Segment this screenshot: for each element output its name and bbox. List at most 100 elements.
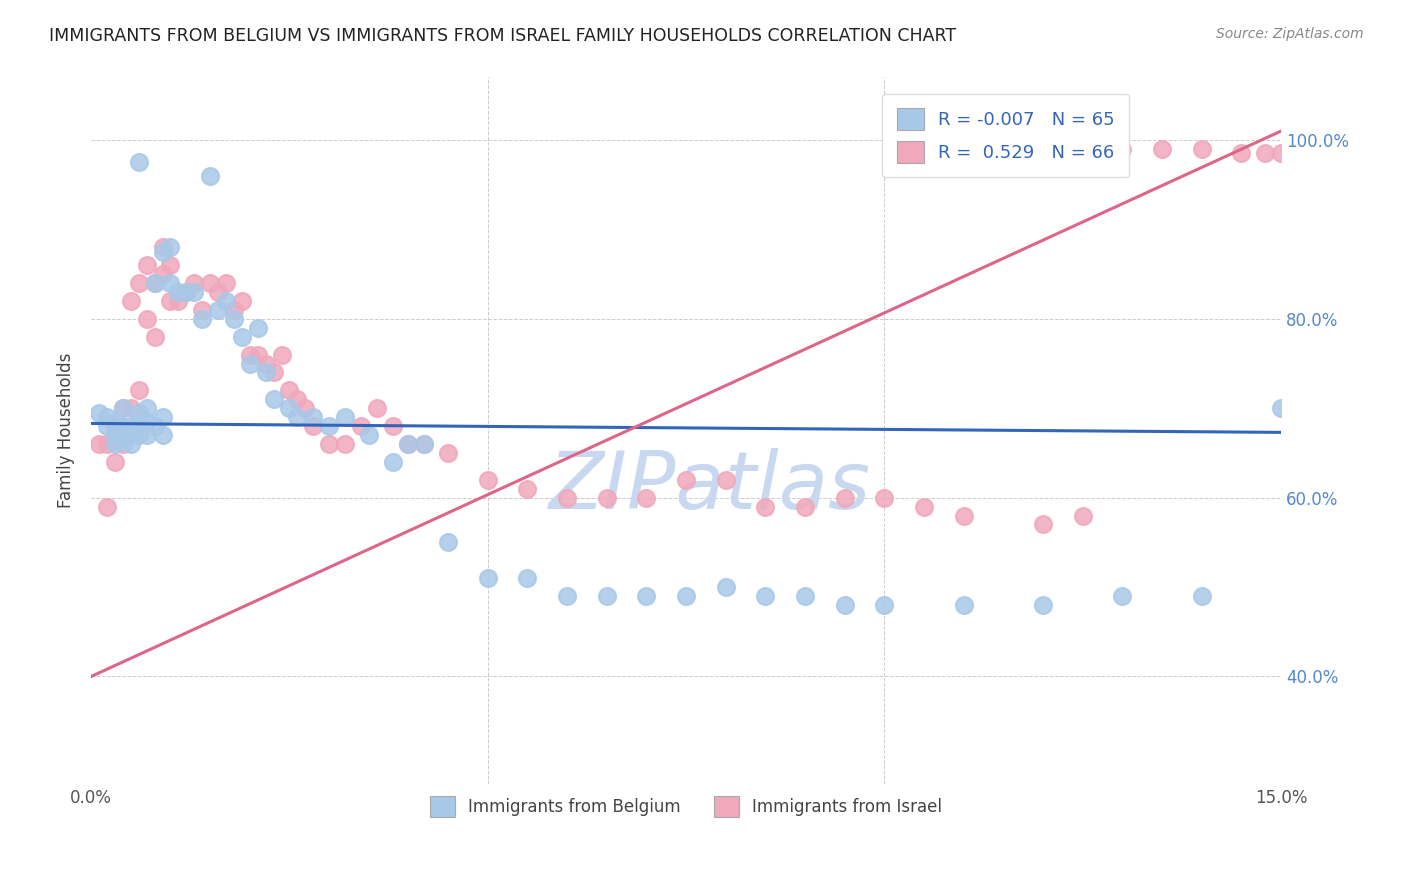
Point (135, 311, 157, 326)
Point (120, 293, 142, 308)
Point (834, 598, 856, 612)
Point (215, 293, 238, 308)
Point (143, 419, 166, 434)
Point (152, 267, 174, 281)
Point (215, 276, 238, 290)
Point (1270, 401, 1292, 416)
Point (333, 410, 356, 425)
Point (396, 437, 419, 451)
Point (873, 598, 896, 612)
Point (675, 473, 697, 487)
Point (167, 293, 190, 308)
Point (912, 500, 935, 514)
Point (555, 589, 578, 603)
Point (231, 293, 253, 308)
Point (152, 428, 174, 442)
Point (714, 473, 737, 487)
Point (143, 276, 166, 290)
Point (87, 437, 110, 451)
Point (96, 419, 118, 434)
Point (96, 500, 118, 514)
Point (516, 482, 538, 496)
Point (437, 446, 460, 460)
Point (135, 428, 157, 442)
Point (104, 455, 127, 469)
Point (754, 500, 776, 514)
Point (318, 419, 340, 434)
Point (143, 329, 166, 343)
Point (1191, 589, 1213, 603)
Point (120, 428, 142, 442)
Point (159, 276, 181, 290)
Point (287, 392, 309, 407)
Point (714, 580, 737, 594)
Point (128, 415, 150, 429)
Point (128, 384, 150, 398)
Point (1111, 142, 1133, 156)
Point (636, 589, 658, 603)
Point (239, 348, 262, 362)
Point (318, 437, 340, 451)
Point (239, 357, 262, 371)
Point (413, 437, 436, 451)
Point (357, 428, 380, 442)
Point (120, 419, 142, 434)
Point (111, 433, 134, 447)
Point (1071, 508, 1094, 523)
Point (152, 410, 174, 425)
Point (159, 258, 181, 272)
Point (135, 415, 157, 429)
Point (1230, 146, 1253, 161)
Point (381, 455, 404, 469)
Point (104, 437, 127, 451)
Point (207, 302, 229, 317)
Point (254, 357, 277, 371)
Point (1254, 146, 1277, 161)
Point (96, 410, 118, 425)
Point (636, 491, 658, 505)
Point (222, 311, 245, 326)
Text: IMMIGRANTS FROM BELGIUM VS IMMIGRANTS FROM ISRAEL FAMILY HOUSEHOLDS CORRELATION : IMMIGRANTS FROM BELGIUM VS IMMIGRANTS FR… (49, 27, 956, 45)
Point (302, 410, 325, 425)
Point (128, 276, 150, 290)
Point (516, 571, 538, 585)
Point (477, 571, 499, 585)
Point (111, 401, 134, 416)
Y-axis label: Family Households: Family Households (58, 353, 75, 508)
Point (167, 285, 190, 299)
Point (477, 473, 499, 487)
Point (152, 240, 174, 254)
Point (302, 419, 325, 434)
Point (128, 428, 150, 442)
Point (952, 598, 974, 612)
Point (246, 320, 269, 334)
Point (176, 285, 198, 299)
Point (1270, 146, 1292, 161)
Point (183, 276, 205, 290)
Point (159, 293, 181, 308)
Text: Source: ZipAtlas.com: Source: ZipAtlas.com (1216, 27, 1364, 41)
Point (873, 491, 896, 505)
Point (222, 302, 245, 317)
Point (111, 437, 134, 451)
Point (246, 348, 269, 362)
Point (207, 285, 229, 299)
Point (1111, 589, 1133, 603)
Point (263, 366, 285, 380)
Point (381, 419, 404, 434)
Point (437, 535, 460, 549)
Point (287, 410, 309, 425)
Point (111, 419, 134, 434)
Point (87, 406, 110, 420)
Point (152, 244, 174, 259)
Point (104, 428, 127, 442)
Point (1032, 598, 1054, 612)
Point (278, 401, 301, 416)
Point (333, 437, 356, 451)
Point (1191, 142, 1213, 156)
Point (135, 401, 157, 416)
Point (143, 276, 166, 290)
Point (128, 406, 150, 420)
Point (270, 348, 292, 362)
Point (294, 401, 316, 416)
